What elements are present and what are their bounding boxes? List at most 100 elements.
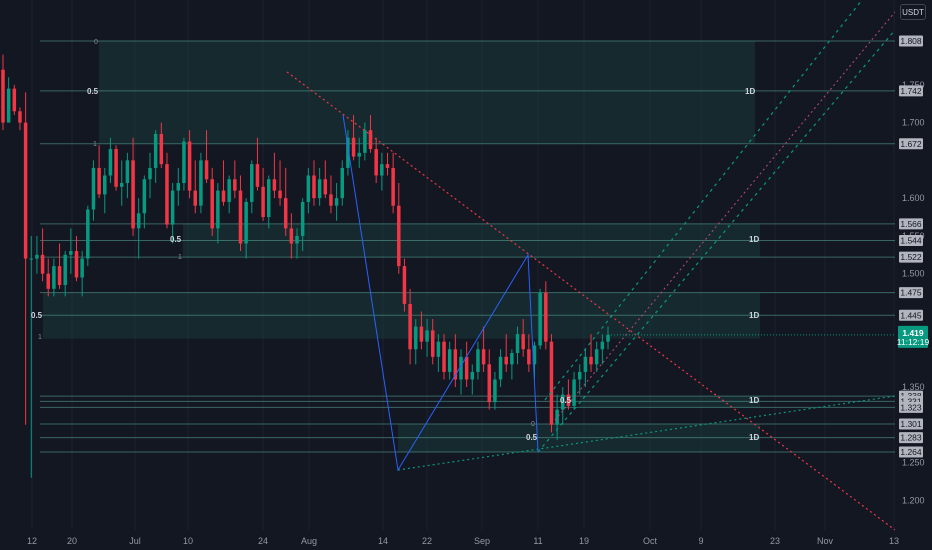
candle-body: [374, 149, 378, 176]
zone-top-fib-0: 0: [94, 39, 98, 46]
channel-lower: [537, 29, 896, 453]
price-tag-label: 1.522: [900, 252, 922, 262]
candle-body: [300, 201, 305, 236]
candle-body: [80, 258, 84, 278]
candle-body: [476, 349, 480, 372]
price-tag-label: 1.808: [900, 36, 922, 46]
candle-body: [125, 160, 130, 184]
candle-body: [97, 167, 101, 195]
candle-body: [199, 160, 203, 206]
currency-button[interactable]: USDT: [900, 4, 926, 20]
price-tag-box: [899, 35, 923, 47]
candle-body: [329, 194, 333, 206]
candle-body: [414, 326, 418, 350]
zone-sep-fib-05: 0.5: [560, 396, 572, 405]
channel-mid: [554, 11, 896, 421]
candle-body: [566, 394, 571, 406]
candle-body: [204, 160, 209, 180]
price-tag-label: 1.264: [900, 447, 922, 457]
candle-body: [18, 111, 22, 123]
trendline-support: [397, 395, 896, 471]
zone-bot-fib-05: 0.5: [526, 433, 538, 442]
zone-mid-fib-1: 1: [178, 254, 182, 261]
zone-low-tf: 1D: [749, 311, 759, 320]
price-tag-box: [899, 446, 923, 458]
zone-mid-tf: 1D: [749, 235, 759, 244]
candle-body: [385, 164, 390, 168]
zone-top-fib-05: 0.5: [87, 87, 99, 96]
price-tag-box: [899, 287, 923, 299]
candle-body: [606, 334, 610, 342]
candle-body: [346, 137, 350, 168]
candle-body: [261, 186, 265, 218]
zone-bot-fib-0: 0: [531, 421, 535, 428]
zone-sep-tf: 1D: [749, 396, 759, 405]
candle-body: [498, 356, 503, 380]
price-tag-label: 1.566: [900, 219, 922, 229]
candle-body: [442, 341, 446, 372]
candle-body: [216, 190, 220, 229]
candle-body: [323, 179, 328, 195]
candle-body: [380, 164, 384, 176]
candle-body: [210, 179, 214, 229]
channel-upper: [544, 0, 863, 401]
candle-body: [193, 190, 197, 206]
candle-body: [69, 251, 73, 255]
candle-body: [504, 356, 508, 365]
candle-body: [119, 183, 124, 187]
candle-body: [481, 349, 486, 365]
candle-body: [57, 266, 62, 286]
price-tag-label: 1.672: [900, 139, 922, 149]
y-tick-label: 1.250: [902, 458, 925, 468]
x-tick-label: 9: [698, 536, 703, 546]
price-tag-box: [899, 309, 923, 321]
candle-body: [583, 356, 588, 372]
candle-body: [334, 198, 339, 206]
candle-body: [538, 292, 542, 346]
candle-body: [238, 190, 243, 244]
x-tick-label: 13: [889, 536, 899, 546]
candle-body: [363, 130, 367, 153]
candle-body: [63, 254, 67, 286]
candle-body: [510, 353, 514, 365]
candle-body: [493, 379, 497, 403]
price-tag-box: [899, 234, 923, 246]
candle-body: [136, 213, 141, 229]
candle-body: [142, 179, 147, 214]
x-tick-label: 10: [183, 536, 193, 546]
y-tick-label: 1.700: [902, 118, 925, 128]
price-tag-box: [899, 218, 923, 230]
price-tag-label: 1.331: [900, 396, 922, 406]
x-tick-label: 23: [770, 536, 780, 546]
x-tick-label: Sep: [474, 536, 490, 546]
candle-body: [600, 341, 605, 350]
candle-body: [561, 394, 565, 410]
y-tick-label: 1.350: [902, 382, 925, 392]
candle-body: [419, 326, 424, 342]
candle-body: [317, 179, 322, 199]
candle-body: [555, 409, 559, 425]
candle-body: [244, 201, 248, 244]
candle-body: [187, 141, 192, 191]
zone-top: [99, 41, 755, 144]
candle-body: [594, 349, 599, 365]
y-tick-label: 1.600: [902, 193, 925, 203]
current-price-label: 1.419: [902, 328, 924, 338]
candle-body: [165, 164, 169, 225]
candle-body: [52, 266, 56, 289]
price-tag-box: [899, 251, 923, 263]
price-tag-label: 1.323: [900, 402, 922, 412]
zone-mid-fib-05: 0.5: [170, 235, 182, 244]
price-tag-label: 1.475: [900, 288, 922, 298]
price-tag-label: 1.544: [900, 235, 922, 245]
candle-body: [544, 292, 548, 342]
candle-body: [35, 254, 39, 259]
candle-body: [577, 371, 582, 380]
candle-body: [283, 198, 288, 229]
candle-body: [402, 266, 407, 304]
x-tick-label: Nov: [817, 536, 834, 546]
y-tick-label: 1.200: [902, 495, 925, 505]
candle-body: [295, 235, 299, 244]
